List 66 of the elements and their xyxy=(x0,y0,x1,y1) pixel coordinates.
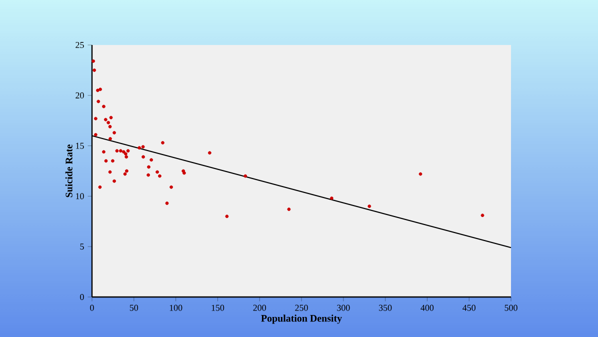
point xyxy=(142,155,145,159)
point xyxy=(161,141,164,144)
point xyxy=(118,149,122,153)
point xyxy=(141,145,145,148)
point xyxy=(96,100,100,104)
point xyxy=(104,159,108,163)
point xyxy=(94,133,98,136)
point xyxy=(480,214,484,218)
y-axis-title: Suicide Rate xyxy=(65,144,72,198)
point xyxy=(112,131,116,134)
point xyxy=(124,155,128,159)
point xyxy=(123,172,127,176)
x-axis-title: Population Density xyxy=(261,314,342,324)
point xyxy=(104,118,108,122)
point xyxy=(225,214,229,218)
point xyxy=(244,174,248,178)
point xyxy=(92,59,96,63)
point xyxy=(138,146,142,150)
point xyxy=(98,185,102,189)
y-tick-label: 20 xyxy=(76,92,84,98)
x-tick-label: 500 xyxy=(504,304,518,311)
y-tick-label: 5 xyxy=(80,244,84,250)
point xyxy=(124,152,128,156)
point xyxy=(112,179,116,183)
point xyxy=(125,169,128,173)
x-tick-label: 200 xyxy=(253,304,266,311)
point xyxy=(287,208,291,211)
x-tick-label: 150 xyxy=(212,304,224,311)
y-tick-label: 0 xyxy=(80,294,84,300)
point xyxy=(109,116,113,120)
x-tick-label: 400 xyxy=(420,304,434,311)
point xyxy=(92,68,96,72)
point xyxy=(111,159,114,163)
point xyxy=(98,88,102,92)
x-tick-label: 0 xyxy=(90,304,94,311)
point xyxy=(115,149,119,153)
y-tick-label: 25 xyxy=(76,42,84,48)
x-tick-label: 100 xyxy=(170,304,182,311)
point xyxy=(102,104,106,108)
x-tick-label: 50 xyxy=(130,304,138,311)
point xyxy=(156,170,159,174)
point xyxy=(418,172,422,176)
point xyxy=(208,151,212,155)
point xyxy=(108,170,112,174)
point xyxy=(122,150,126,154)
point xyxy=(102,150,106,154)
point xyxy=(146,173,150,177)
point xyxy=(106,120,110,124)
x-tick-label: 300 xyxy=(337,304,350,311)
y-tick-label: 15 xyxy=(76,142,84,149)
x-tick-label: 250 xyxy=(295,304,308,311)
point xyxy=(147,165,150,169)
x-tick-label: 450 xyxy=(462,304,476,311)
point xyxy=(150,158,154,162)
point xyxy=(158,174,162,178)
point xyxy=(126,149,130,153)
x-tick-label: 350 xyxy=(379,304,392,311)
point xyxy=(108,137,112,140)
point xyxy=(330,196,334,200)
point xyxy=(108,124,112,128)
point xyxy=(165,202,169,205)
point xyxy=(170,185,173,189)
y-tick-label: 10 xyxy=(76,193,84,200)
point xyxy=(368,204,372,208)
point xyxy=(96,88,100,92)
point xyxy=(94,116,98,120)
